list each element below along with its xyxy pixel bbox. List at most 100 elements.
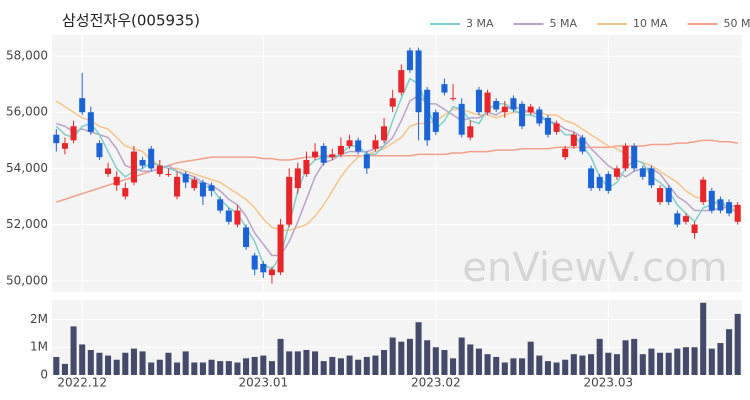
volume-bar [191,362,198,375]
volume-bar [475,348,482,375]
volume-bar [217,361,224,375]
candle-body [251,255,258,270]
volume-bar [199,362,206,375]
candle-body [346,140,353,146]
legend-label: 50 MA [724,17,750,30]
ma-line [56,94,738,257]
candle-body [579,137,586,152]
candle-body [79,98,86,113]
candle-body [277,224,284,273]
candle-body [53,134,60,144]
candle-body [682,216,689,222]
y-tick-label: 0 [40,368,48,382]
candle-body [717,199,724,211]
candle-body [372,140,379,149]
candle-body [268,269,275,276]
volume-bar [174,362,181,375]
volume-bar [122,352,129,375]
volume-bar [570,354,577,375]
volume-bar [320,361,327,375]
volume-bar [329,356,336,375]
candle-body [130,151,137,183]
volume-bar [432,347,439,375]
x-tick-label: 2023.02 [411,376,461,390]
volume-bar [70,326,77,375]
volume-bar [648,348,655,375]
candle-body [381,126,388,141]
volume-bar [286,351,293,375]
volume-bar [96,352,103,375]
candle-body [441,84,448,93]
candle-body [286,176,293,225]
candle-body [148,148,155,169]
candle-body [182,174,189,183]
candle-body [225,210,232,222]
candle-body [622,145,629,169]
candle-body [700,179,707,203]
volume-bar [381,350,388,375]
y-tick-label: 1M [30,340,48,354]
candle-body [450,98,457,100]
legend-label: 3 MA [466,17,494,30]
candle-body [467,126,474,138]
candle-body [613,168,620,177]
candle-body [734,204,741,222]
candle-body [105,168,112,175]
candle-body [113,176,120,186]
volume-bar [372,355,379,375]
y-tick-label: 2M [30,312,48,326]
candle-body [320,145,327,163]
candle-body [691,224,698,234]
volume-bar [708,348,715,375]
volume-bar [355,359,362,375]
candle-body [87,112,94,132]
volume-bar [182,351,189,375]
x-tick-label: 2022.12 [57,376,107,390]
volume-bar [493,356,500,375]
volume-bar [682,347,689,375]
volume-bar [260,355,267,375]
volume-bar [501,362,508,375]
volume-bar [130,348,137,375]
candle-body [432,112,439,132]
candle-body [191,179,198,189]
y-tick-label: 54,000 [6,161,48,175]
candle-body [544,117,551,135]
volume-bar [243,358,250,375]
candle-body [536,109,543,124]
volume-bar [79,344,86,375]
x-tick-label: 2023.03 [584,376,634,390]
candle-body [243,227,250,248]
candle-body [639,168,646,177]
volume-bar [510,358,517,375]
candle-body [208,185,215,191]
candle-body [337,145,344,155]
volume-bar [303,350,310,375]
candle-body [648,168,655,186]
y-tick-label: 52,000 [6,217,48,231]
candle-body [329,154,336,158]
candle-body [260,263,267,273]
volume-bar [139,351,146,375]
candle-body [122,188,129,197]
volume-bar [553,362,560,375]
volume-bar [53,356,60,375]
candle-body [553,123,560,132]
volume-bar [562,359,569,375]
candle-body [657,188,664,203]
candle-body [726,202,733,214]
volume-bar [484,354,491,375]
candle-body [70,126,77,141]
candle-body [570,134,577,146]
candle-body [596,176,603,189]
volume-bar [605,352,612,375]
candle-body [519,103,526,127]
candle-body [510,98,517,110]
candle-body [217,199,224,211]
candle-body [96,143,103,158]
volume-bar [441,350,448,375]
volume-bar [424,340,431,375]
candle-body [415,50,422,113]
candle-body [665,188,672,203]
candle-body [674,213,681,225]
